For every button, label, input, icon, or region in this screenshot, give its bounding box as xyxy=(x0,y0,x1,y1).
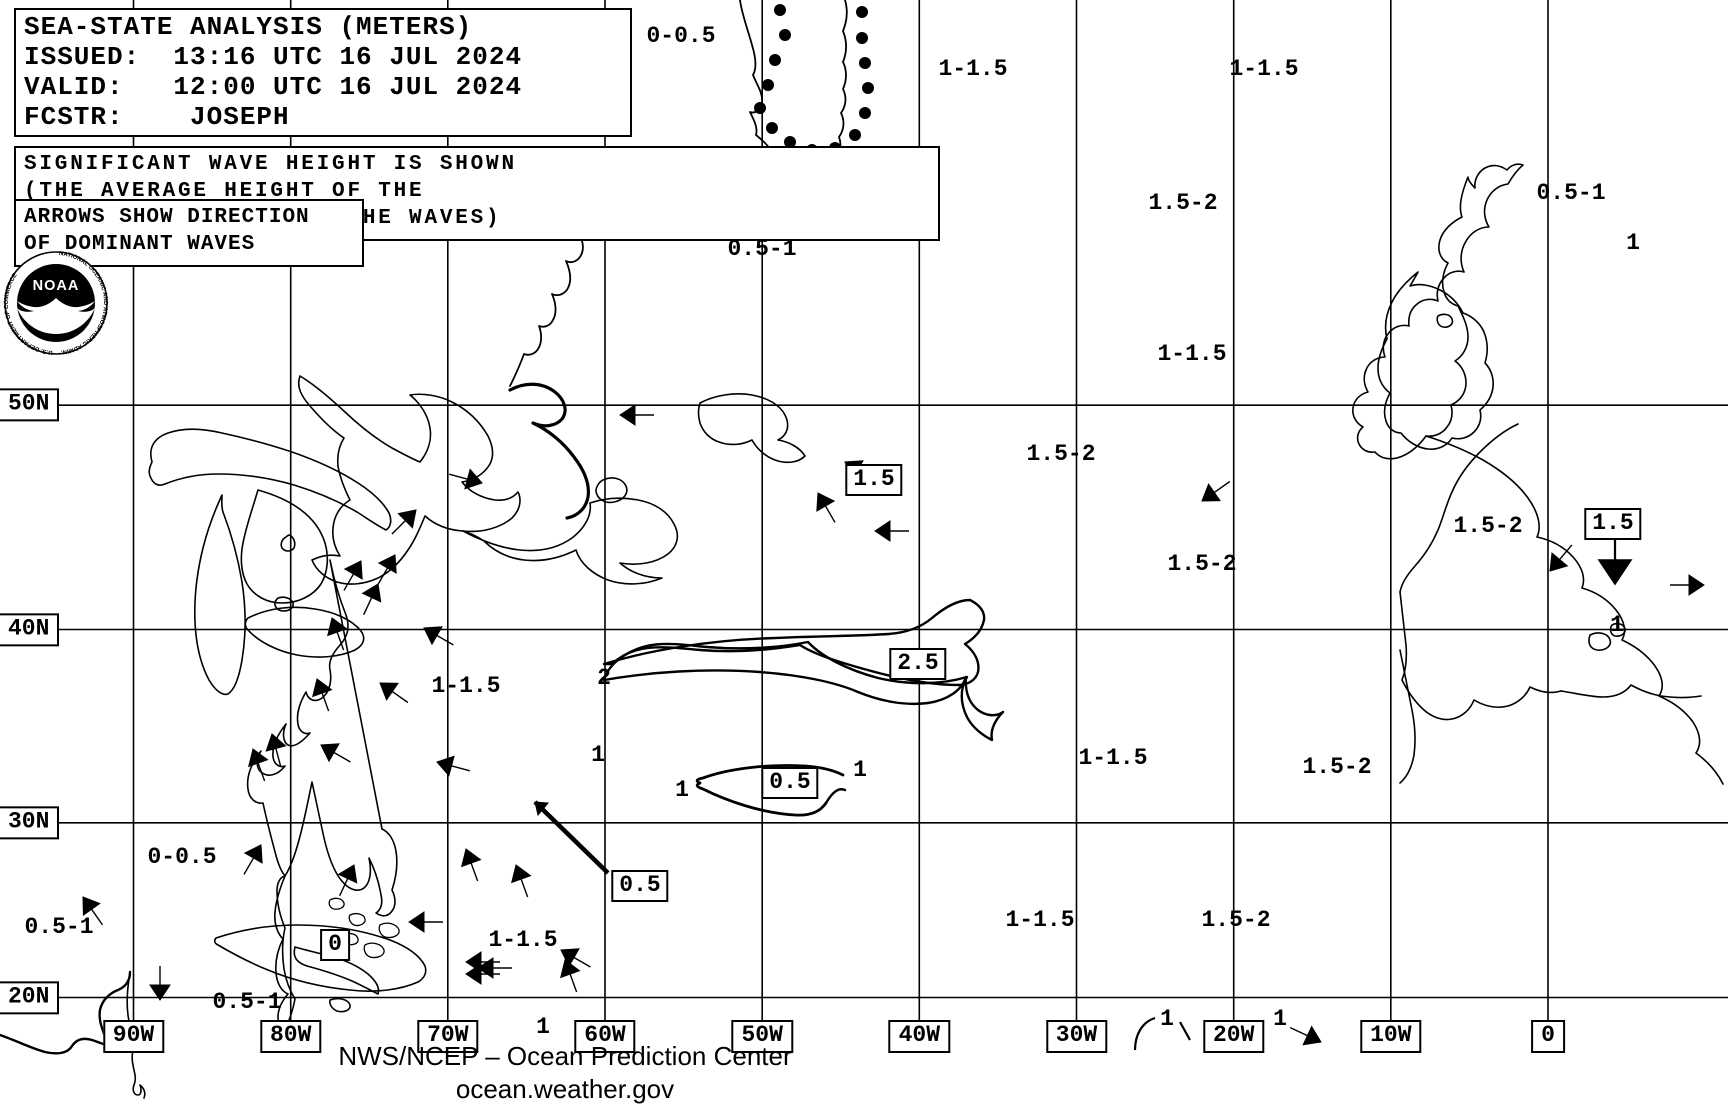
svg-text:NOAA: NOAA xyxy=(33,278,80,294)
